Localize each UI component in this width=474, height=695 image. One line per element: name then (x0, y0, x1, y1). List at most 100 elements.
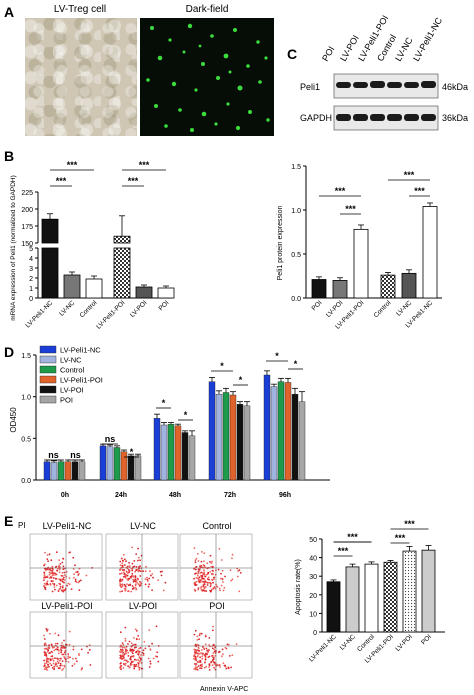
flow-event (43, 634, 45, 637)
flow-event (87, 651, 89, 654)
flow-event (212, 625, 214, 628)
flow-event (122, 651, 124, 654)
flow-event (210, 655, 213, 657)
flow-event (194, 583, 196, 586)
flow-event (142, 654, 145, 657)
blot-lane-label: LV-Peli1-NC (411, 15, 444, 63)
flow-event (44, 662, 46, 665)
flow-event (127, 572, 129, 574)
flow-event (223, 586, 226, 589)
legend-label: LV-Peli1-NC (60, 346, 101, 355)
significance-label: *** (56, 176, 67, 186)
flow-event (75, 571, 77, 574)
flow-event (207, 576, 210, 579)
flow-event (61, 571, 64, 574)
flow-event (128, 578, 131, 580)
flow-event (213, 648, 216, 651)
flow-event (50, 580, 53, 582)
bar (345, 566, 360, 633)
flow-event (51, 667, 54, 669)
x-tick-label: 0h (61, 492, 69, 499)
flow-event (63, 651, 66, 654)
flow-event (204, 657, 207, 659)
flow-event (203, 587, 206, 590)
flow-event (52, 571, 55, 574)
flow-event (45, 662, 48, 664)
flow-event (66, 584, 69, 587)
flow-event (54, 572, 56, 575)
flow-event (43, 563, 46, 566)
flow-event (63, 571, 66, 574)
flow-event (196, 643, 198, 646)
flow-event (199, 656, 201, 659)
flow-event (230, 579, 233, 582)
flow-event (48, 652, 51, 654)
flow-event (123, 558, 126, 561)
flow-event (205, 573, 208, 576)
flow-event (120, 662, 122, 664)
flow-event (197, 572, 199, 575)
y-tick-label: 50 (309, 537, 317, 544)
flow-event (124, 662, 127, 665)
flow-event (221, 569, 224, 572)
flow-event (212, 656, 215, 659)
flow-event (128, 640, 131, 643)
flow-event (199, 587, 202, 589)
flow-event (208, 644, 210, 646)
flow-event (69, 551, 71, 554)
bar (99, 445, 107, 481)
flow-event (48, 553, 51, 556)
flow-event (46, 558, 49, 560)
bar (157, 287, 175, 299)
flow-event (124, 574, 127, 577)
flow-event (231, 654, 234, 656)
panel-label-b: B (4, 148, 15, 164)
flow-plot-title: Control (202, 521, 232, 531)
flow-plot (179, 533, 253, 601)
flow-event (142, 570, 145, 573)
flow-event (135, 638, 138, 641)
flow-event (49, 658, 52, 661)
flow-event (134, 665, 137, 668)
flow-event (204, 655, 207, 658)
flow-event (201, 551, 203, 553)
flow-event (119, 657, 122, 659)
flow-event (61, 660, 64, 662)
flow-event (49, 576, 52, 578)
flow-event (133, 637, 135, 639)
flow-event (145, 565, 147, 568)
flow-event (50, 664, 53, 667)
flow-event (194, 559, 197, 562)
flow-event (130, 663, 133, 666)
flow-event (132, 576, 135, 578)
flow-event (199, 664, 202, 667)
flow-event (58, 659, 61, 662)
flow-event (142, 649, 145, 652)
flow-event (51, 651, 54, 654)
x-tick-label: Control (79, 299, 99, 319)
flow-event (128, 561, 130, 564)
flow-event (49, 572, 52, 575)
flow-event (123, 564, 126, 566)
blot-band (421, 81, 436, 88)
flow-event (134, 583, 137, 586)
flow-event (218, 548, 221, 550)
flow-event (133, 560, 136, 562)
significance-label: *** (139, 160, 150, 170)
flow-event (213, 586, 216, 588)
bar (135, 286, 153, 299)
flow-event (119, 560, 122, 563)
flow-event (208, 637, 211, 639)
flow-event (59, 585, 62, 588)
flow-event (195, 650, 198, 653)
flow-event (51, 590, 54, 593)
flow-event (63, 656, 65, 658)
flow-event (124, 640, 127, 642)
flow-event (204, 661, 207, 663)
flow-event (50, 643, 53, 646)
y-tick-label: 3 (29, 266, 33, 273)
flow-plot (105, 611, 179, 679)
flow-event (203, 654, 206, 656)
flow-event (123, 663, 125, 665)
blot-lane-label: POI (320, 45, 336, 63)
